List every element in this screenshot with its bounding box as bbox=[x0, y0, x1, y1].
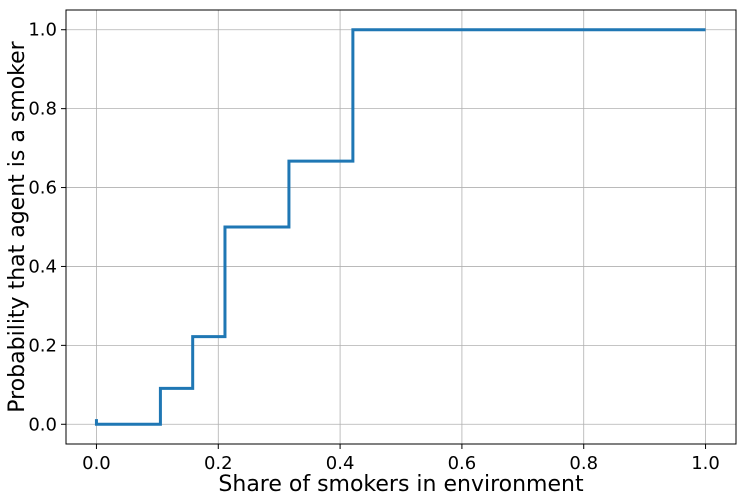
grid-lines bbox=[66, 10, 736, 444]
y-tick-label: 0.6 bbox=[28, 178, 57, 199]
x-tick-label: 1.0 bbox=[691, 453, 720, 474]
series-layer bbox=[94, 28, 706, 426]
y-tick-label: 0.8 bbox=[28, 99, 57, 120]
tick-layer: 0.0 0.2 0.4 0.6 0.8 1.0 0.0 0.2 0.4 0.6 0.8 1.0 bbox=[28, 20, 720, 474]
x-tick-label: 0.4 bbox=[326, 453, 355, 474]
series-line bbox=[94, 28, 706, 426]
y-tick-label: 1.0 bbox=[28, 20, 57, 41]
y-tick-label: 0.4 bbox=[28, 256, 57, 277]
x-tick-label: 0.0 bbox=[82, 453, 111, 474]
plot-frame bbox=[65, 9, 737, 445]
x-tick-label: 0.8 bbox=[569, 453, 598, 474]
x-tick-label: 0.2 bbox=[204, 453, 233, 474]
x-axis-label: Share of smokers in environment bbox=[218, 472, 584, 497]
y-tick-label: 0.0 bbox=[28, 414, 57, 435]
y-axis-label: Probability that agent is a smoker bbox=[5, 40, 30, 412]
x-tick-label: 0.6 bbox=[448, 453, 477, 474]
y-tick-label: 0.2 bbox=[28, 335, 57, 356]
